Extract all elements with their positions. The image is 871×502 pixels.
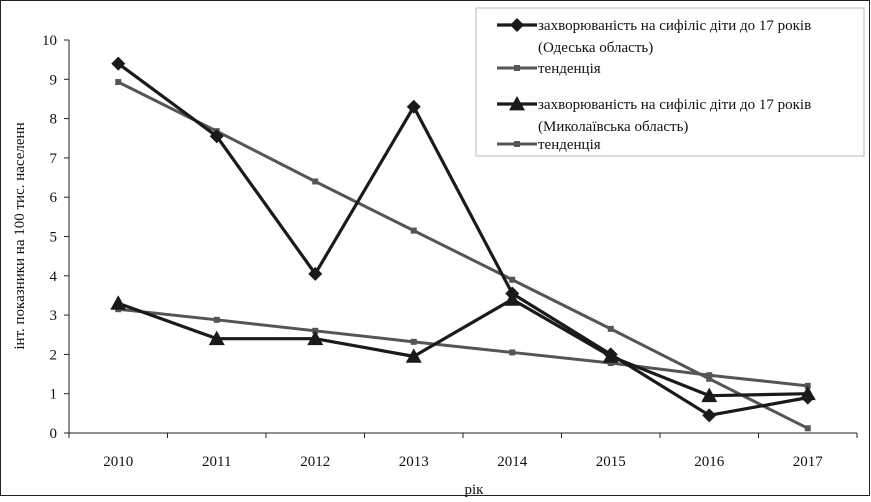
data-point [607,325,614,332]
series-1 [115,79,811,432]
x-tick-label: 2013 [399,454,429,470]
legend-entry: тенденція [497,137,601,153]
data-point [213,316,220,323]
data-point [209,129,224,144]
y-tick-label: 1 [50,387,58,403]
y-tick-label: 3 [50,308,58,324]
data-point [410,227,417,234]
legend-marker [514,141,520,147]
y-tick-label: 10 [42,33,57,49]
x-axis-label: рік [465,482,485,497]
x-axis-ticks: 2010 2011 2012 2013 2014 2015 2016 2017 [68,433,858,470]
y-axis-ticks: 0 1 2 3 4 5 6 7 8 9 10 [42,33,69,442]
x-tick-label: 2010 [103,454,133,470]
data-point [804,425,811,432]
data-point [406,99,421,114]
data-point [307,330,324,346]
data-point [799,385,816,401]
series-line [117,80,809,430]
y-tick-label: 6 [50,190,58,206]
data-point [410,338,417,345]
series-line [118,307,808,388]
data-point [405,348,422,363]
data-point [602,348,619,363]
legend-marker [514,65,520,71]
legend-entry: тенденція [497,61,601,77]
data-point [111,56,126,71]
legend-marker [510,18,524,32]
legend-label: (Одеська область) [538,40,653,56]
y-axis-label: інт. показники на 100 тис. населенн [12,122,28,349]
x-tick-label: 2012 [300,454,330,470]
legend-entry: захворюваність на сифіліс діти до 17 рок… [497,18,811,56]
data-point [706,372,713,379]
data-point [701,387,718,403]
x-tick-label: 2017 [793,454,824,470]
plot-series [110,56,816,432]
data-point [509,349,516,356]
legend-box [475,7,865,157]
legend-label: (Миколаївська область) [538,119,688,135]
data-point [706,375,713,382]
legend-entry: захворюваність на сифіліс діти до 17 рок… [497,96,811,135]
data-point [115,79,122,86]
legend: захворюваність на сифіліс діти до 17 рок… [475,7,865,157]
series-2 [110,291,816,403]
data-point [312,178,319,185]
data-point [110,295,127,310]
y-tick-label: 8 [50,112,58,128]
series-line [117,297,808,398]
data-point [308,266,323,281]
data-point [509,276,516,283]
x-tick-label: 2016 [694,454,725,470]
legend-label: тенденція [538,61,601,77]
x-tick-label: 2015 [596,454,626,470]
y-tick-label: 2 [50,347,58,363]
y-tick-label: 0 [50,426,58,442]
data-point [208,330,225,346]
x-tick-label: 2011 [202,454,231,470]
x-tick-label: 2014 [497,454,528,470]
y-tick-label: 9 [50,72,58,88]
series-line [117,62,809,417]
data-point [504,291,521,306]
y-tick-label: 7 [50,151,58,167]
legend-label: захворюваність на сифіліс діти до 17 рок… [538,97,811,113]
legend-label: захворюваність на сифіліс діти до 17 рок… [538,18,811,34]
y-tick-label: 5 [50,230,58,246]
legend-marker [509,96,525,111]
data-point [702,408,717,423]
legend-label: тенденція [538,137,601,153]
y-tick-label: 4 [50,269,58,285]
data-point [607,360,614,367]
